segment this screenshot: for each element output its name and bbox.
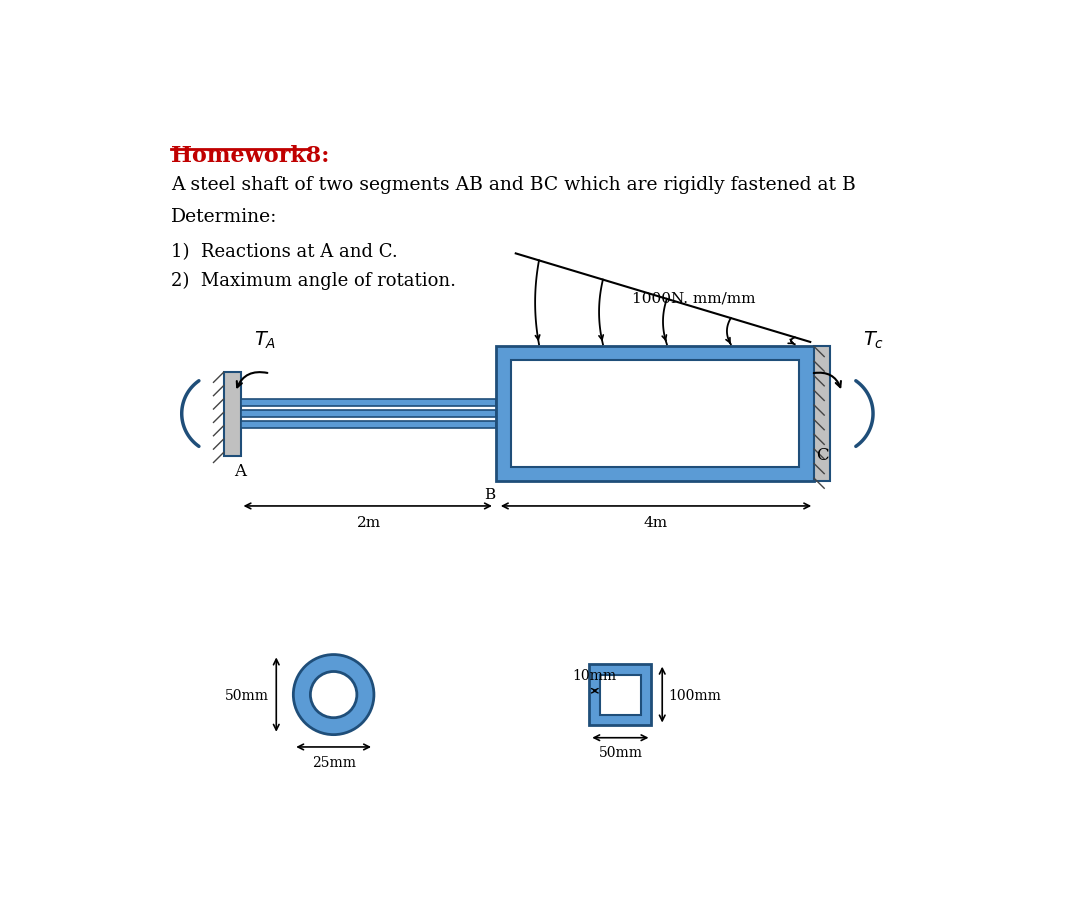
Bar [240,400,496,406]
Text: A: A [234,463,246,480]
Bar [240,411,496,417]
Bar [496,346,814,482]
Circle shape [294,655,374,735]
Bar [814,346,830,482]
Text: 2m: 2m [357,516,381,529]
Bar [601,675,641,715]
Bar [511,361,800,467]
Text: 1)  Reactions at A and C.: 1) Reactions at A and C. [171,243,397,261]
Text: Homework8:: Homework8: [171,145,330,167]
Text: 10mm: 10mm [572,668,617,683]
Text: $T_A$: $T_A$ [254,329,276,350]
Text: 25mm: 25mm [311,754,356,769]
Text: 50mm: 50mm [224,687,269,702]
Text: A steel shaft of two segments AB and BC which are rigidly fastened at B: A steel shaft of two segments AB and BC … [171,176,855,194]
Text: 4m: 4m [643,516,667,529]
Text: 2)  Maximum angle of rotation.: 2) Maximum angle of rotation. [171,272,456,290]
Text: $T_c$: $T_c$ [863,329,885,350]
Text: C: C [816,447,828,463]
Text: 100mm: 100mm [668,687,721,702]
Bar [223,372,240,456]
Text: 50mm: 50mm [598,745,642,760]
Circle shape [310,672,357,718]
Bar [240,422,496,428]
Text: Determine:: Determine: [171,208,277,226]
Bar [590,664,652,726]
Text: B: B [484,488,496,502]
Text: 1000N. mm/mm: 1000N. mm/mm [632,291,755,305]
